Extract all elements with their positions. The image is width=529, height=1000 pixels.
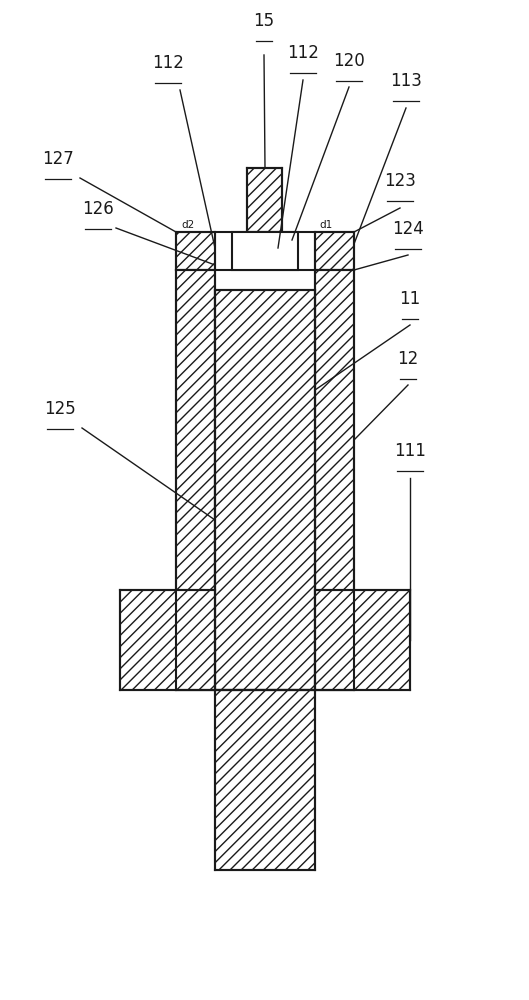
Text: d2: d2 — [181, 220, 194, 230]
Text: d1: d1 — [319, 220, 332, 230]
Text: 127: 127 — [42, 150, 74, 168]
Text: 120: 120 — [333, 52, 365, 70]
Bar — [176, 270, 215, 690]
Bar — [215, 290, 315, 690]
Bar — [120, 590, 215, 690]
Bar — [315, 270, 354, 690]
Text: 126: 126 — [82, 200, 114, 218]
Text: 113: 113 — [390, 72, 422, 90]
Text: 125: 125 — [44, 400, 76, 418]
Text: 123: 123 — [384, 172, 416, 190]
Bar — [176, 232, 215, 270]
Bar — [232, 232, 298, 270]
Text: 112: 112 — [152, 54, 184, 72]
Bar — [215, 690, 315, 870]
Text: 15: 15 — [253, 12, 275, 30]
Text: 12: 12 — [397, 350, 418, 368]
Text: 124: 124 — [392, 220, 424, 238]
Text: 112: 112 — [287, 44, 319, 62]
Text: 11: 11 — [399, 290, 421, 308]
Text: 111: 111 — [394, 442, 426, 460]
Bar — [315, 232, 354, 270]
Bar — [247, 168, 282, 232]
Bar — [315, 590, 410, 690]
